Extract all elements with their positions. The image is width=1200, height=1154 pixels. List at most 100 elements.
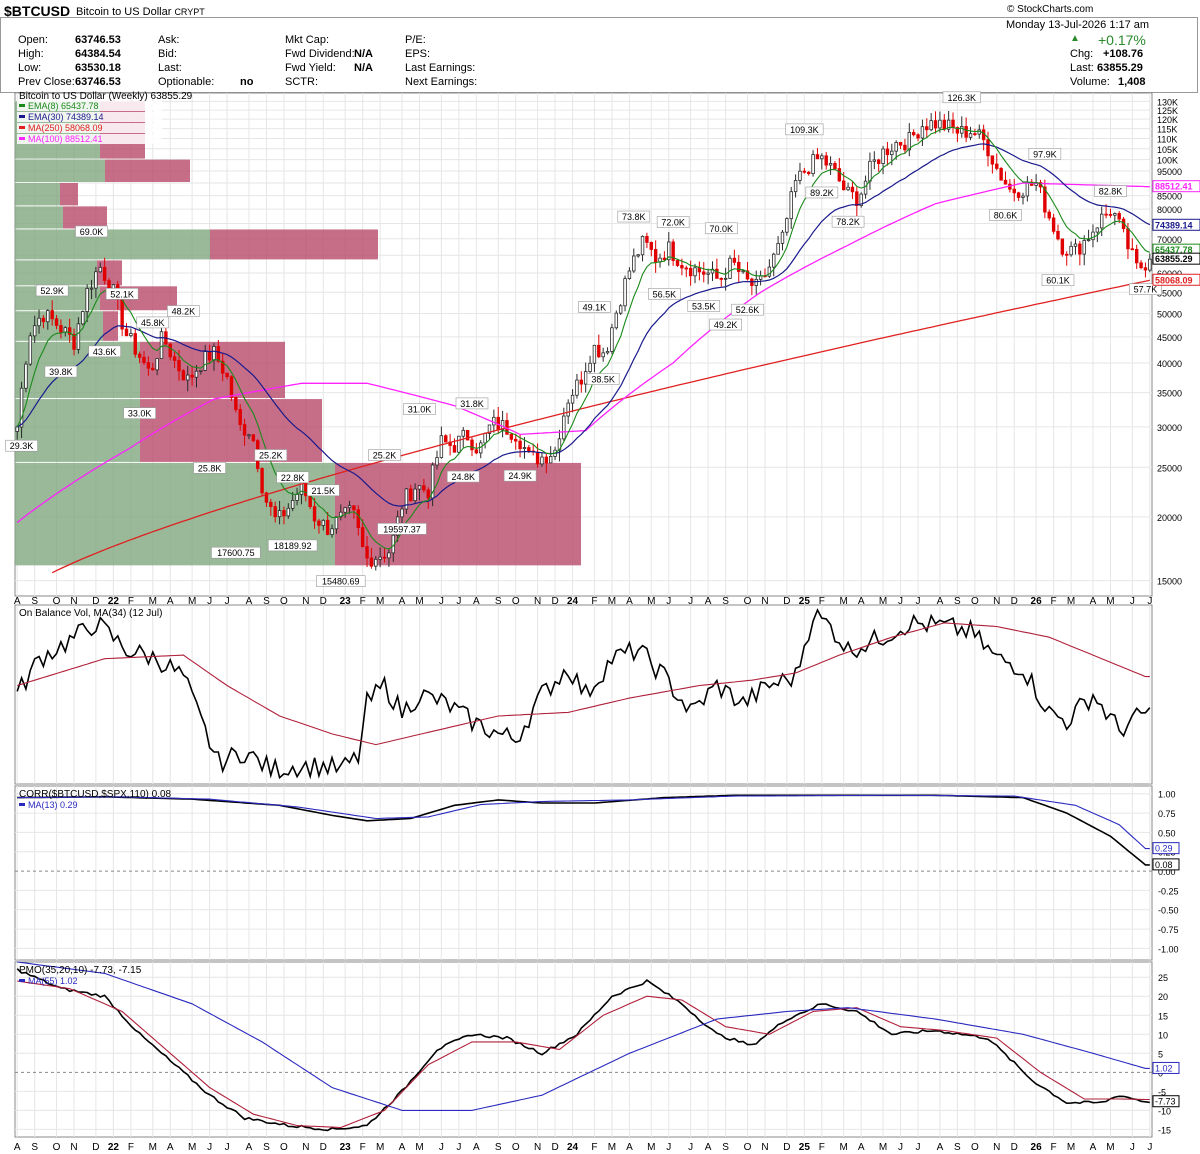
candle-body <box>1113 213 1117 216</box>
candle-body <box>890 150 894 156</box>
candle-body <box>942 119 946 130</box>
candle-body <box>745 270 750 280</box>
volume-by-price-red <box>105 159 190 182</box>
obv-title: On Balance Vol, MA(34) (12 Jul) <box>19 608 162 619</box>
price-axis-tick: 120K <box>1157 115 1178 125</box>
candle-body <box>190 374 194 378</box>
x-axis-label-bottom: D <box>1011 1142 1018 1153</box>
candle-body <box>465 429 470 441</box>
candle-body <box>168 343 172 358</box>
candle-body <box>1130 248 1135 251</box>
candle-body <box>273 506 277 518</box>
x-axis-label-top: M <box>608 596 616 607</box>
price-label-box <box>211 546 261 559</box>
candle-body <box>238 409 242 425</box>
candle-body <box>548 456 553 464</box>
candle-body <box>417 485 422 490</box>
pmo-axis-tick: -15 <box>1158 1125 1171 1135</box>
security-name: Bitcoin to US Dollar CRYPT <box>76 6 205 18</box>
candle-body <box>435 457 439 466</box>
price-label-box <box>5 439 38 452</box>
candle-body <box>986 139 990 157</box>
x-axis-label-bottom: F <box>128 1142 134 1153</box>
last2-label: Last: <box>1070 62 1094 74</box>
price-label: 57.7K <box>1134 285 1158 295</box>
x-axis-label-top: A <box>626 596 633 607</box>
pmo-axis-tick: 20 <box>1158 992 1168 1002</box>
ma250-line <box>51 279 1150 574</box>
candle-body <box>85 288 89 312</box>
corr-axis-tick: -0.50 <box>1158 906 1179 916</box>
price-label-box <box>377 523 427 535</box>
x-axis-label-top: J <box>456 596 461 607</box>
candle-body <box>89 287 94 290</box>
price-label: 48.2K <box>172 307 196 317</box>
candle-body <box>872 159 877 162</box>
candle-body <box>19 387 24 428</box>
candle-body <box>1104 213 1108 216</box>
corr-axis-tick: 0.75 <box>1158 809 1176 819</box>
candle-body <box>841 180 846 191</box>
ask-label: Ask: <box>158 34 180 46</box>
candle-body <box>798 170 802 181</box>
price-label-box <box>503 469 537 482</box>
price-axis-tick: 80000 <box>1157 205 1182 215</box>
pmo-legend-ma: MA(55) 1.02 <box>28 976 78 986</box>
candle-body <box>597 344 601 358</box>
mktcap-label: Mkt Cap: <box>285 34 330 46</box>
price-tag-box <box>1152 273 1200 286</box>
price-label: 49.2K <box>714 320 738 330</box>
x-axis-label-top: F <box>819 596 825 607</box>
x-axis-label-top: M <box>840 596 848 607</box>
candle-body <box>719 278 723 280</box>
price-label-box <box>617 210 651 223</box>
price-tag-box <box>1152 180 1200 193</box>
x-axis-label-bottom: A <box>858 1142 865 1153</box>
x-axis-label-top: A <box>399 596 406 607</box>
candle-body <box>487 424 492 434</box>
legend-swatch <box>19 979 25 982</box>
price-tag-box <box>1152 252 1200 265</box>
candle-body <box>522 447 527 450</box>
candle-body <box>938 119 942 129</box>
candle-body <box>260 468 264 494</box>
x-axis-label-top: 24 <box>567 596 579 607</box>
candle-body <box>990 155 995 165</box>
candle-body <box>251 434 256 442</box>
candle-body <box>1073 243 1078 247</box>
candle-body <box>81 311 85 325</box>
price-axis-tick: 30000 <box>1157 423 1182 433</box>
candle-body <box>1148 258 1152 271</box>
x-axis-label-top: D <box>783 596 790 607</box>
candle-body <box>999 168 1003 181</box>
candle-body <box>562 415 566 440</box>
candle-body <box>325 519 330 535</box>
candle-body <box>653 249 658 263</box>
candle-body <box>741 270 745 273</box>
x-axis-label-top: J <box>688 596 693 607</box>
candle-body <box>960 126 964 134</box>
candle-body <box>1126 228 1130 250</box>
candle-body <box>295 494 299 501</box>
candle-body <box>837 168 842 182</box>
candle-body <box>426 489 430 499</box>
panel-frame <box>14 604 1153 785</box>
x-axis-label-top: J <box>225 596 230 607</box>
candle-body <box>72 333 76 350</box>
x-axis-label-top: A <box>937 596 944 607</box>
x-axis-label-top: D <box>1011 596 1018 607</box>
price-label-box <box>578 301 611 313</box>
price-axis-tick: 40000 <box>1157 359 1182 369</box>
optionable-label: Optionable: <box>158 76 215 88</box>
price-axis-tick: 45000 <box>1157 333 1182 343</box>
prev-close-value: 63746.53 <box>75 76 121 88</box>
pmo-series-line <box>17 961 1150 1111</box>
candle-body <box>400 508 404 518</box>
candle-body <box>911 132 916 136</box>
corr-axis-tick: 0.50 <box>1158 828 1176 838</box>
candle-body <box>194 370 199 378</box>
price-axis-tick: 110K <box>1157 134 1177 144</box>
candle-body <box>995 163 999 169</box>
price-label: 25.8K <box>198 463 222 473</box>
